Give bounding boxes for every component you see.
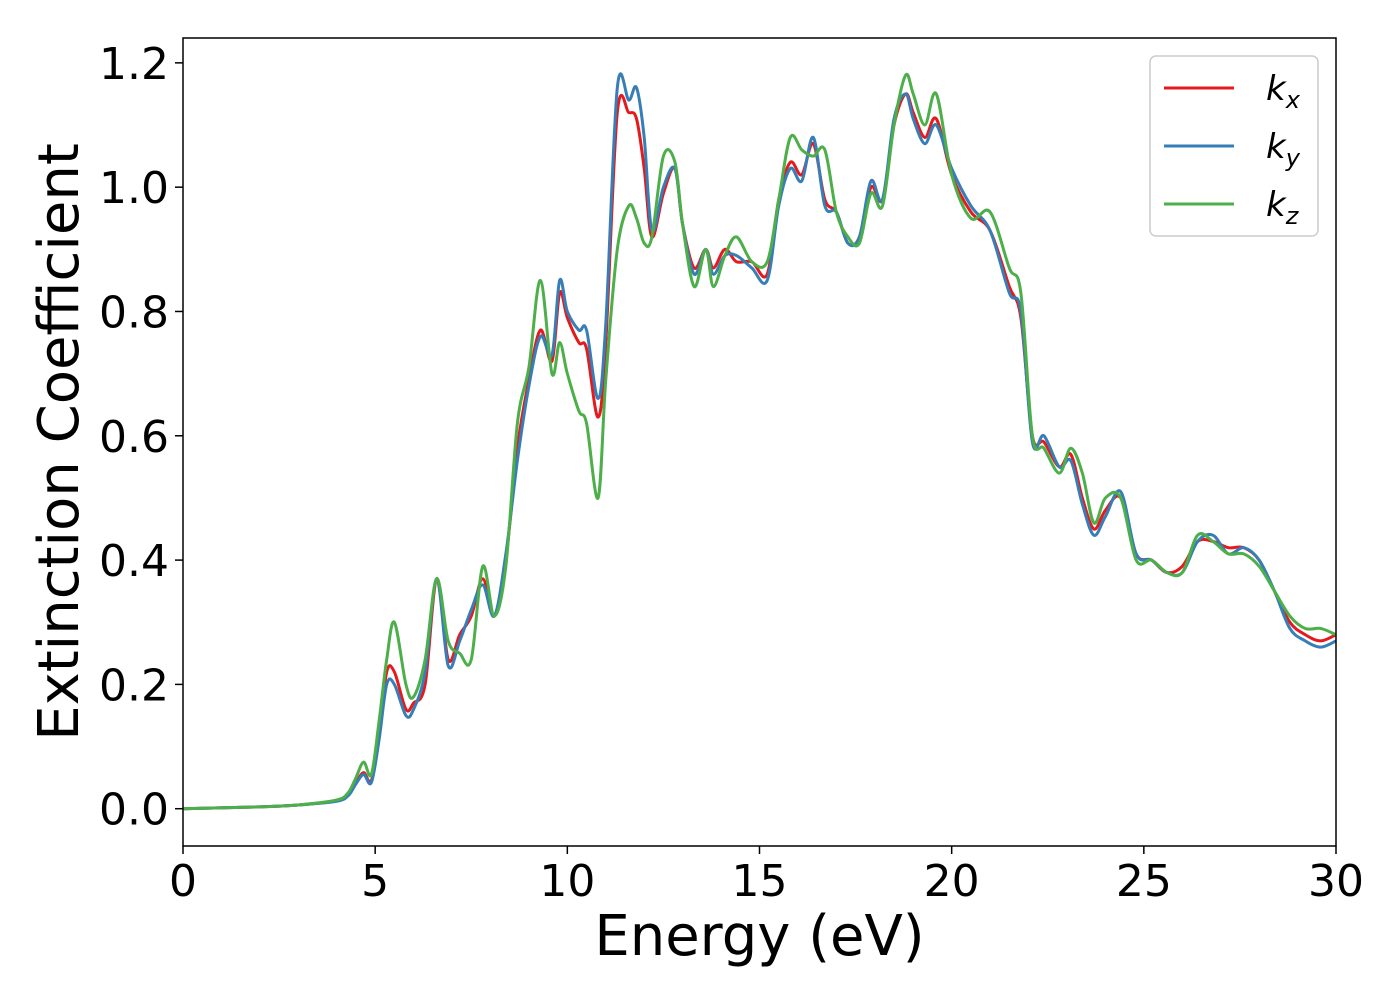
- x-tick-label: 10: [539, 856, 595, 907]
- y-tick-label: 0.0: [99, 785, 169, 836]
- y-axis-ticks: 0.0 0.2 0.4 0.6 0.8 1.0 1.2: [99, 39, 183, 836]
- x-tick-label: 25: [1116, 856, 1172, 907]
- x-tick-label: 0: [169, 856, 197, 907]
- y-tick-label: 0.2: [99, 660, 169, 711]
- series-line-ky: [183, 72, 1336, 811]
- y-tick-label: 0.8: [99, 287, 169, 338]
- plot-area: [183, 38, 1336, 846]
- x-tick-label: 20: [924, 856, 980, 907]
- y-tick-label: 1.2: [99, 39, 169, 90]
- x-tick-label: 15: [732, 856, 788, 907]
- legend-label-kz: kz: [1266, 185, 1300, 230]
- y-tick-label: 0.4: [99, 536, 169, 587]
- x-tick-label: 5: [361, 856, 389, 907]
- y-tick-label: 1.0: [99, 163, 169, 214]
- y-tick-label: 0.6: [99, 412, 169, 463]
- x-axis-label: Energy (eV): [594, 904, 924, 969]
- x-axis-ticks: 0 5 10 15 20 25 30: [169, 846, 1364, 907]
- series-layer: [183, 72, 1336, 811]
- x-tick-label: 30: [1308, 856, 1364, 907]
- y-axis-label: Extinction Coefficient: [27, 143, 92, 741]
- legend-label-ky: ky: [1266, 127, 1301, 172]
- series-line-kz: [183, 72, 1336, 811]
- legend: kx ky kz: [1149, 55, 1319, 237]
- legend-label-kx: kx: [1266, 69, 1301, 114]
